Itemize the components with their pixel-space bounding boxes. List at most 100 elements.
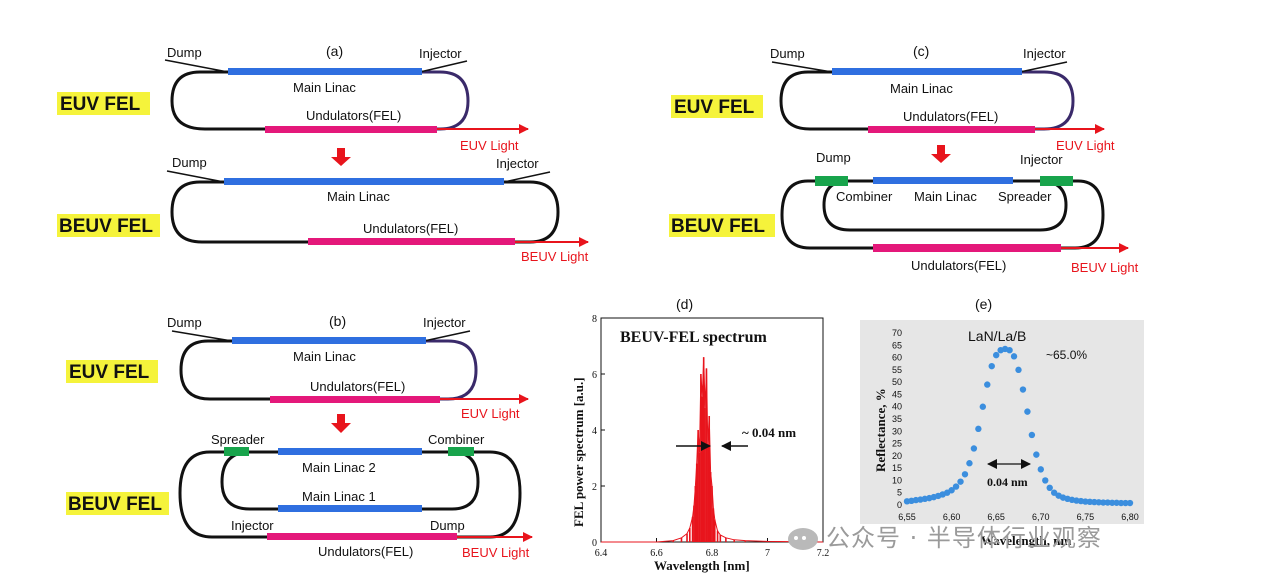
euv-tag: EUV FEL [69,362,150,383]
panel-b-label: (b) [329,313,346,329]
main-linac [832,68,1022,75]
dump-line [166,170,225,183]
y-tick-label: 60 [892,353,902,363]
injector-line [419,60,468,73]
outer-left-loop [780,179,873,250]
beuv-tag-bg [57,214,160,237]
undulator [265,126,437,133]
reflectance-point [1108,499,1116,506]
return-loop [170,70,265,131]
dump-label: Dump [167,315,202,330]
reflectance-point [1100,499,1107,506]
x-tick-label: 6,75 [1077,512,1095,522]
undulator [873,244,1061,252]
outer-left-loop [178,450,267,539]
undulator [270,396,440,403]
reflectance-point [1046,484,1053,491]
reflectance-point [988,362,995,370]
main-linac-2 [278,448,422,455]
panel-d: (d) BEUV-FEL spectrum FEL power spectrum… [571,296,829,573]
undulator-label: Undulators(FEL) [306,108,401,123]
euv-tag-bg [671,95,763,118]
reflectance-point [1010,353,1018,360]
spreader-block [224,447,249,456]
reflectance-point [1037,466,1045,473]
reflectance-ticks: 6,55 6,60 6,65 6,70 6,75 6,80 0 5 10 15 20 25 30 35 40… [892,328,1139,522]
spectrum-title: BEUV-FEL spectrum [620,329,767,346]
combiner-label: Combiner [428,432,485,447]
panel-b: (b) EUV FEL Dump Injector Main Linac Und… [66,313,533,560]
injector-label: Injector [231,518,274,533]
light-label: EUV Light [461,406,520,421]
light-label: EUV Light [1056,138,1115,153]
undulator-label: Undulators(FEL) [363,221,458,236]
dump-label: Dump [430,518,465,533]
panel-b-euv: EUV FEL Dump Injector Main Linac Undulat… [66,315,529,421]
reflectance-point [966,460,973,467]
beuv-tag: BEUV FEL [68,494,162,515]
x-tick-label: 6,60 [943,512,961,522]
x-tick-label: 6.4 [595,548,608,559]
panel-a-euv: EUV FEL Dump Injector Main Linac Undulat… [57,45,529,153]
panel-b-beuv: BEUV FEL Spreader Combiner Main Linac 2 … [66,432,533,560]
peak-label: ~65.0% [1046,348,1087,362]
beuv-tag-bg [669,214,775,237]
injector-label: Injector [1020,152,1063,167]
injector-label: Injector [496,156,539,171]
x-tick-label: 7 [765,548,770,559]
injector-loop [1020,70,1075,131]
spectrum-ylabel: FEL power spectrum [a.u.] [571,377,586,527]
down-arrow-icon [331,148,351,166]
y-tick-label: 40 [892,402,902,412]
main-linac-1 [278,505,422,512]
return-loop [170,180,308,244]
reflectance-point [1015,366,1022,374]
fwhm-label: ~ 0.04 nm [742,425,796,440]
euv-tag-bg [66,360,158,383]
combiner-label: Combiner [836,189,893,204]
y-tick-label: 45 [892,389,902,399]
y-tick-label: 70 [892,328,902,338]
reflectance-plot-bg [860,320,1144,524]
dump-label: Dump [172,155,207,170]
x-tick-label: 6.6 [650,548,663,559]
y-tick-label: 8 [592,314,597,325]
panel-a: (a) EUV FEL Dump Injector Main Linac Und… [57,43,589,264]
spectrum-ticks: 6.4 6.6 6.8 7 7.2 0 2 4 6 8 [592,314,829,559]
injector-loop [420,70,470,131]
linac-label: Main Linac [293,349,356,364]
watermark: 公众号 · 半导体行业观察 [788,518,1102,553]
inner-left-loop [220,450,278,511]
euv-tag: EUV FEL [60,94,141,115]
light-label: BEUV Light [1071,260,1139,275]
reflectance-point [1019,386,1027,393]
down-arrow-icon [331,414,351,433]
spreader-label: Spreader [211,432,265,447]
combiner-block [815,176,848,186]
reflectance-xlabel: Wavelength, nm [981,533,1071,548]
y-tick-label: 4 [592,426,597,437]
reflectance-point [948,487,955,494]
y-tick-label: 2 [592,482,597,493]
injector-label: Injector [419,46,462,61]
reflectance-point [993,351,1000,359]
y-tick-label: 30 [892,426,902,436]
reflectance-point [1126,499,1134,507]
linac1-label: Main Linac 1 [302,489,376,504]
return-loop [779,70,868,131]
y-tick-label: 15 [892,463,902,473]
return-loop [179,339,270,401]
injector-label: Injector [1023,46,1066,61]
panel-a-beuv: BEUV FEL Dump Injector Main Linac Undula… [57,155,589,264]
injector-label: Injector [423,315,466,330]
reflectance-point [1006,347,1013,354]
reflectance-point [1042,477,1049,484]
light-label: BEUV Light [462,545,530,560]
beuv-tag: BEUV FEL [671,216,765,237]
linac2-label: Main Linac 2 [302,460,376,475]
injector-loop [504,180,560,244]
reflectance-point [957,478,964,485]
beuv-tag: BEUV FEL [59,216,153,237]
main-linac [873,177,1013,184]
x-tick-label: 6,55 [898,512,916,522]
